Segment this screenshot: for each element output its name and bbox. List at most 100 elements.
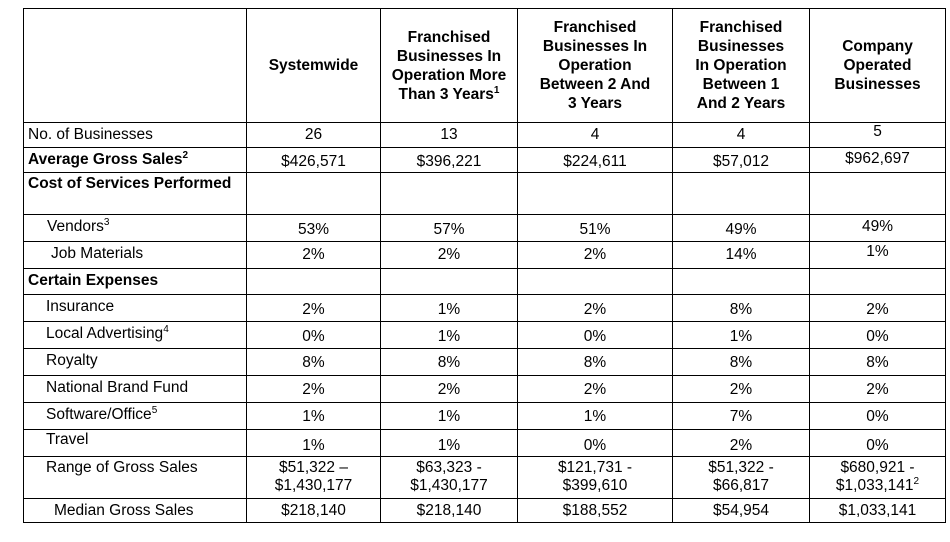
cell: 5 bbox=[809, 122, 946, 148]
cell: $63,323 - $1,430,177 bbox=[380, 456, 518, 499]
cell bbox=[672, 172, 810, 215]
cell: 2% bbox=[246, 241, 381, 269]
row-label: Royalty bbox=[23, 348, 247, 376]
cell: 1% bbox=[380, 402, 518, 430]
cell: 1% bbox=[380, 294, 518, 322]
header-between-2-and-3-years: Franchised Businesses In Operation Betwe… bbox=[517, 8, 673, 123]
cell: 0% bbox=[517, 321, 673, 349]
row-local-advertising: Local Advertising4 0% 1% 0% 1% 0% bbox=[23, 321, 946, 349]
cell bbox=[246, 172, 381, 215]
row-national-brand-fund: National Brand Fund 2% 2% 2% 2% 2% bbox=[23, 375, 946, 403]
cell: 8% bbox=[246, 348, 381, 376]
cell: $962,697 bbox=[809, 147, 946, 173]
cell: 2% bbox=[517, 241, 673, 269]
row-software-office: Software/Office5 1% 1% 1% 7% 0% bbox=[23, 402, 946, 430]
cell: 0% bbox=[246, 321, 381, 349]
row-label: No. of Businesses bbox=[23, 122, 247, 148]
cell: 8% bbox=[380, 348, 518, 376]
cell: 26 bbox=[246, 122, 381, 148]
cell: 4 bbox=[517, 122, 673, 148]
row-label: Software/Office5 bbox=[23, 402, 247, 430]
header-between-1-and-2-years: Franchised Businesses In Operation Betwe… bbox=[672, 8, 810, 123]
cell: 2% bbox=[380, 241, 518, 269]
cell: 51% bbox=[517, 214, 673, 242]
cell: $426,571 bbox=[246, 147, 381, 173]
cell: 2% bbox=[517, 375, 673, 403]
cell: 53% bbox=[246, 214, 381, 242]
row-insurance: Insurance 2% 1% 2% 8% 2% bbox=[23, 294, 946, 322]
cell: 1% bbox=[380, 429, 518, 457]
cell: $188,552 bbox=[517, 498, 673, 523]
cell: 2% bbox=[672, 429, 810, 457]
cell: 1% bbox=[809, 241, 946, 269]
cell bbox=[246, 268, 381, 295]
cell: 0% bbox=[517, 429, 673, 457]
cell: 0% bbox=[809, 321, 946, 349]
cell: 8% bbox=[517, 348, 673, 376]
cell: $224,611 bbox=[517, 147, 673, 173]
cell: 2% bbox=[809, 294, 946, 322]
cell bbox=[809, 268, 946, 295]
header-more-than-3-years: Franchised Businesses In Operation More … bbox=[380, 8, 518, 123]
cell: 0% bbox=[809, 429, 946, 457]
financial-performance-table: Systemwide Franchised Businesses In Oper… bbox=[23, 8, 946, 523]
cell: 7% bbox=[672, 402, 810, 430]
header-cell-empty bbox=[23, 8, 247, 123]
cell: $121,731 - $399,610 bbox=[517, 456, 673, 499]
row-median-gross-sales: Median Gross Sales $218,140 $218,140 $18… bbox=[23, 498, 946, 523]
cell: 2% bbox=[672, 375, 810, 403]
header-company-operated: Company Operated Businesses bbox=[809, 8, 946, 123]
cell: 8% bbox=[809, 348, 946, 376]
cell: $57,012 bbox=[672, 147, 810, 173]
cell: 1% bbox=[380, 321, 518, 349]
header-row: Systemwide Franchised Businesses In Oper… bbox=[23, 8, 946, 123]
row-label: Cost of Services Performed bbox=[23, 172, 247, 215]
row-label: Certain Expenses bbox=[23, 268, 247, 295]
cell: 2% bbox=[809, 375, 946, 403]
cell: 2% bbox=[246, 375, 381, 403]
row-label: Local Advertising4 bbox=[23, 321, 247, 349]
cell: 57% bbox=[380, 214, 518, 242]
row-certain-expenses: Certain Expenses bbox=[23, 268, 946, 295]
cell: 1% bbox=[517, 402, 673, 430]
cell: 0% bbox=[809, 402, 946, 430]
row-label: Range of Gross Sales bbox=[23, 456, 247, 499]
cell bbox=[672, 268, 810, 295]
cell: 4 bbox=[672, 122, 810, 148]
cell: 8% bbox=[672, 348, 810, 376]
cell bbox=[517, 172, 673, 215]
cell bbox=[380, 172, 518, 215]
cell: 1% bbox=[246, 429, 381, 457]
cell: 1% bbox=[246, 402, 381, 430]
cell: 2% bbox=[517, 294, 673, 322]
cell: 49% bbox=[672, 214, 810, 242]
cell: 14% bbox=[672, 241, 810, 269]
row-label: Vendors3 bbox=[23, 214, 247, 242]
cell: $54,954 bbox=[672, 498, 810, 523]
cell: $218,140 bbox=[246, 498, 381, 523]
row-label: Insurance bbox=[23, 294, 247, 322]
cell: $396,221 bbox=[380, 147, 518, 173]
cell: 49% bbox=[809, 214, 946, 242]
row-job-materials: Job Materials 2% 2% 2% 14% 1% bbox=[23, 241, 946, 269]
row-no-of-businesses: No. of Businesses 26 13 4 4 5 bbox=[23, 122, 946, 148]
row-label: Average Gross Sales2 bbox=[23, 147, 247, 173]
cell bbox=[380, 268, 518, 295]
row-travel: Travel 1% 1% 0% 2% 0% bbox=[23, 429, 946, 457]
cell: 2% bbox=[380, 375, 518, 403]
cell: $1,033,141 bbox=[809, 498, 946, 523]
row-label: National Brand Fund bbox=[23, 375, 247, 403]
row-label: Travel bbox=[23, 429, 247, 457]
cell: $218,140 bbox=[380, 498, 518, 523]
row-vendors: Vendors3 53% 57% 51% 49% 49% bbox=[23, 214, 946, 242]
cell: 2% bbox=[246, 294, 381, 322]
row-average-gross-sales: Average Gross Sales2 $426,571 $396,221 $… bbox=[23, 147, 946, 173]
cell: 8% bbox=[672, 294, 810, 322]
header-systemwide: Systemwide bbox=[246, 8, 381, 123]
cell: 13 bbox=[380, 122, 518, 148]
cell bbox=[517, 268, 673, 295]
cell bbox=[809, 172, 946, 215]
row-royalty: Royalty 8% 8% 8% 8% 8% bbox=[23, 348, 946, 376]
row-range-of-gross-sales: Range of Gross Sales $51,322 – $1,430,177… bbox=[23, 456, 946, 499]
cell: $680,921 - $1,033,1412 bbox=[809, 456, 946, 499]
